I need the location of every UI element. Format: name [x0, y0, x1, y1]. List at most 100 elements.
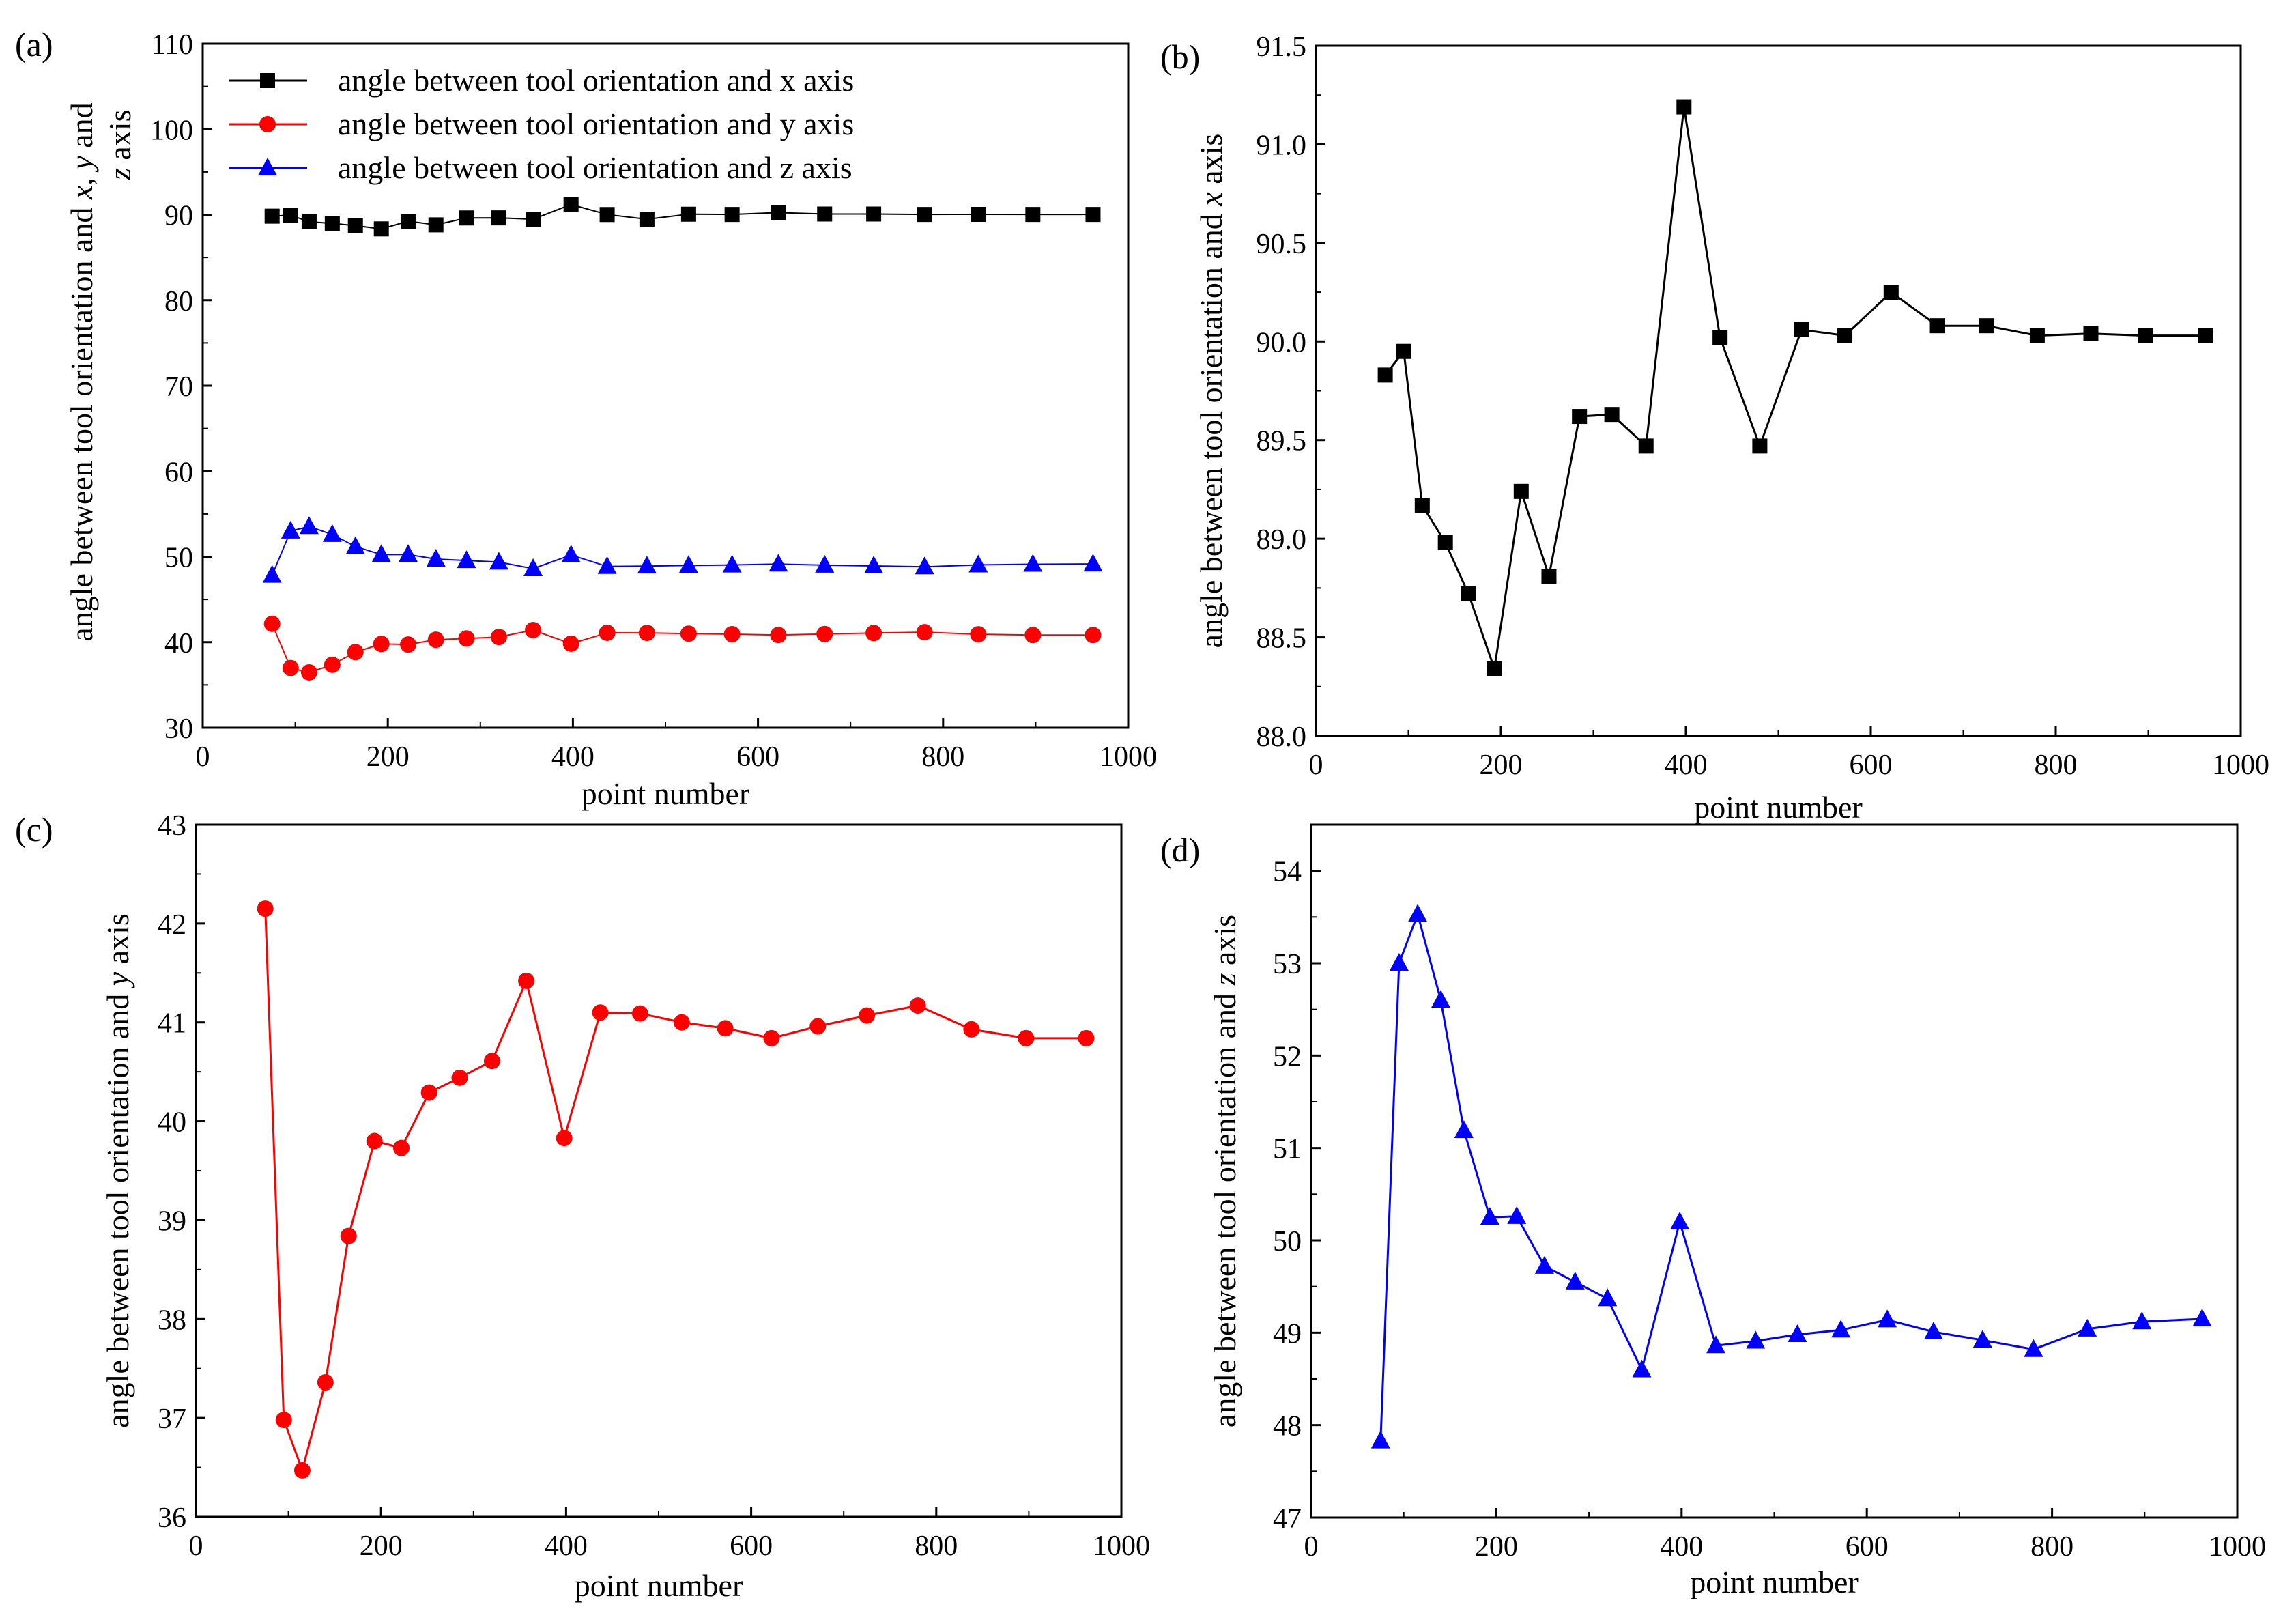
data-point — [1507, 1206, 1527, 1224]
data-point — [1565, 1271, 1585, 1290]
data-point — [963, 1021, 980, 1038]
data-point — [631, 1005, 648, 1022]
data-point — [1487, 661, 1502, 676]
data-point — [1837, 328, 1853, 343]
y-axis-title-part: angle between tool orientation and — [100, 986, 135, 1428]
y-tick-label: 41 — [158, 1008, 186, 1040]
data-point — [324, 656, 341, 673]
data-point — [282, 659, 299, 676]
data-point — [915, 556, 934, 575]
data-point — [1408, 904, 1428, 922]
x-axis-title: point number — [575, 1568, 743, 1603]
data-point — [491, 210, 506, 226]
data-point — [1024, 627, 1042, 644]
x-tick-label: 400 — [551, 741, 594, 773]
data-point — [2132, 1311, 2152, 1330]
data-point — [317, 1373, 334, 1391]
data-point — [866, 206, 882, 222]
data-point — [483, 1053, 500, 1070]
x-tick-label: 600 — [1846, 1531, 1889, 1563]
x-tick-label: 1000 — [1100, 741, 1157, 773]
series-square — [1377, 99, 2213, 676]
y-axis-title-part: y — [64, 156, 99, 173]
data-point — [426, 549, 446, 567]
y-tick-label: 89.0 — [1257, 524, 1307, 556]
data-point — [1788, 1324, 1807, 1343]
data-point — [1979, 318, 1994, 334]
data-point — [723, 625, 741, 642]
x-tick-label: 600 — [730, 1530, 773, 1562]
y-axis-title: angle between tool orientation and x, y … — [64, 102, 99, 641]
data-point — [263, 615, 281, 632]
data-point — [680, 206, 696, 222]
panel-label: (b) — [1160, 38, 1200, 76]
series-line — [264, 909, 1087, 1474]
y-axis-title: angle between tool orientation and y axi… — [100, 913, 135, 1428]
y-tick-label: 52 — [1273, 1041, 1302, 1072]
data-point — [525, 621, 542, 638]
data-point — [324, 216, 340, 231]
legend-marker — [258, 158, 277, 175]
data-point — [1878, 1309, 1897, 1328]
data-point — [717, 1020, 734, 1037]
data-point — [561, 544, 581, 562]
data-point — [257, 900, 274, 917]
y-axis-title-part: angle between tool orientation and — [1207, 985, 1242, 1427]
y-tick-label: 38 — [158, 1305, 186, 1336]
data-point — [592, 1004, 609, 1021]
data-point — [1541, 569, 1557, 584]
data-point — [345, 536, 365, 554]
data-point — [523, 558, 543, 577]
data-point — [420, 1084, 437, 1101]
data-point — [300, 664, 317, 681]
legend-marker — [260, 73, 275, 88]
data-point — [293, 1462, 311, 1479]
data-point — [1085, 207, 1101, 223]
data-point — [563, 197, 579, 212]
data-point — [2083, 326, 2099, 341]
data-point — [451, 1069, 468, 1086]
data-point — [264, 208, 280, 224]
y-axis-title-part: angle between tool orientation and — [64, 199, 99, 642]
y-axis-title-part: z — [102, 168, 137, 181]
y-tick-label: 50 — [1273, 1226, 1302, 1257]
data-point — [1929, 318, 1945, 334]
x-tick-label: 600 — [736, 741, 779, 773]
data-point — [639, 212, 655, 227]
data-point — [968, 554, 988, 573]
y-axis-title-part: angle between tool orientation and — [1194, 206, 1229, 649]
data-point — [459, 210, 474, 226]
y-axis-title-part: x — [64, 185, 99, 200]
data-point — [865, 625, 882, 642]
y-axis-title: angle between tool orientation and x axi… — [1194, 134, 1229, 649]
y-tick-label: 36 — [158, 1502, 186, 1534]
data-point — [1632, 1359, 1652, 1378]
data-point — [1431, 990, 1450, 1008]
data-point — [489, 552, 508, 570]
data-point — [680, 625, 697, 642]
y-tick-label: 48 — [1273, 1411, 1302, 1442]
x-tick-label: 1000 — [2212, 750, 2269, 781]
data-point — [1025, 207, 1041, 223]
y-tick-label: 40 — [164, 628, 193, 659]
data-point — [724, 207, 740, 223]
y-tick-label: 30 — [164, 713, 193, 745]
x-tick-label: 400 — [1665, 750, 1708, 781]
data-point — [1396, 343, 1411, 359]
data-point — [815, 554, 835, 573]
data-point — [457, 550, 476, 569]
data-point — [1676, 99, 1692, 115]
x-tick-label: 400 — [545, 1530, 588, 1562]
x-tick-label: 0 — [189, 1530, 203, 1562]
data-point — [283, 208, 298, 223]
data-point — [1018, 1029, 1035, 1046]
x-tick-label: 200 — [360, 1530, 403, 1562]
y-tick-label: 89.5 — [1257, 426, 1307, 457]
data-point — [1023, 554, 1043, 572]
data-point — [770, 627, 787, 644]
data-point — [1923, 1321, 1943, 1339]
data-point — [393, 1139, 410, 1156]
data-point — [1513, 483, 1529, 499]
panel-a: 0 200 400 600 800 1000 30 40 50 60 70 80 90 100 110 (a)… — [15, 25, 1157, 811]
